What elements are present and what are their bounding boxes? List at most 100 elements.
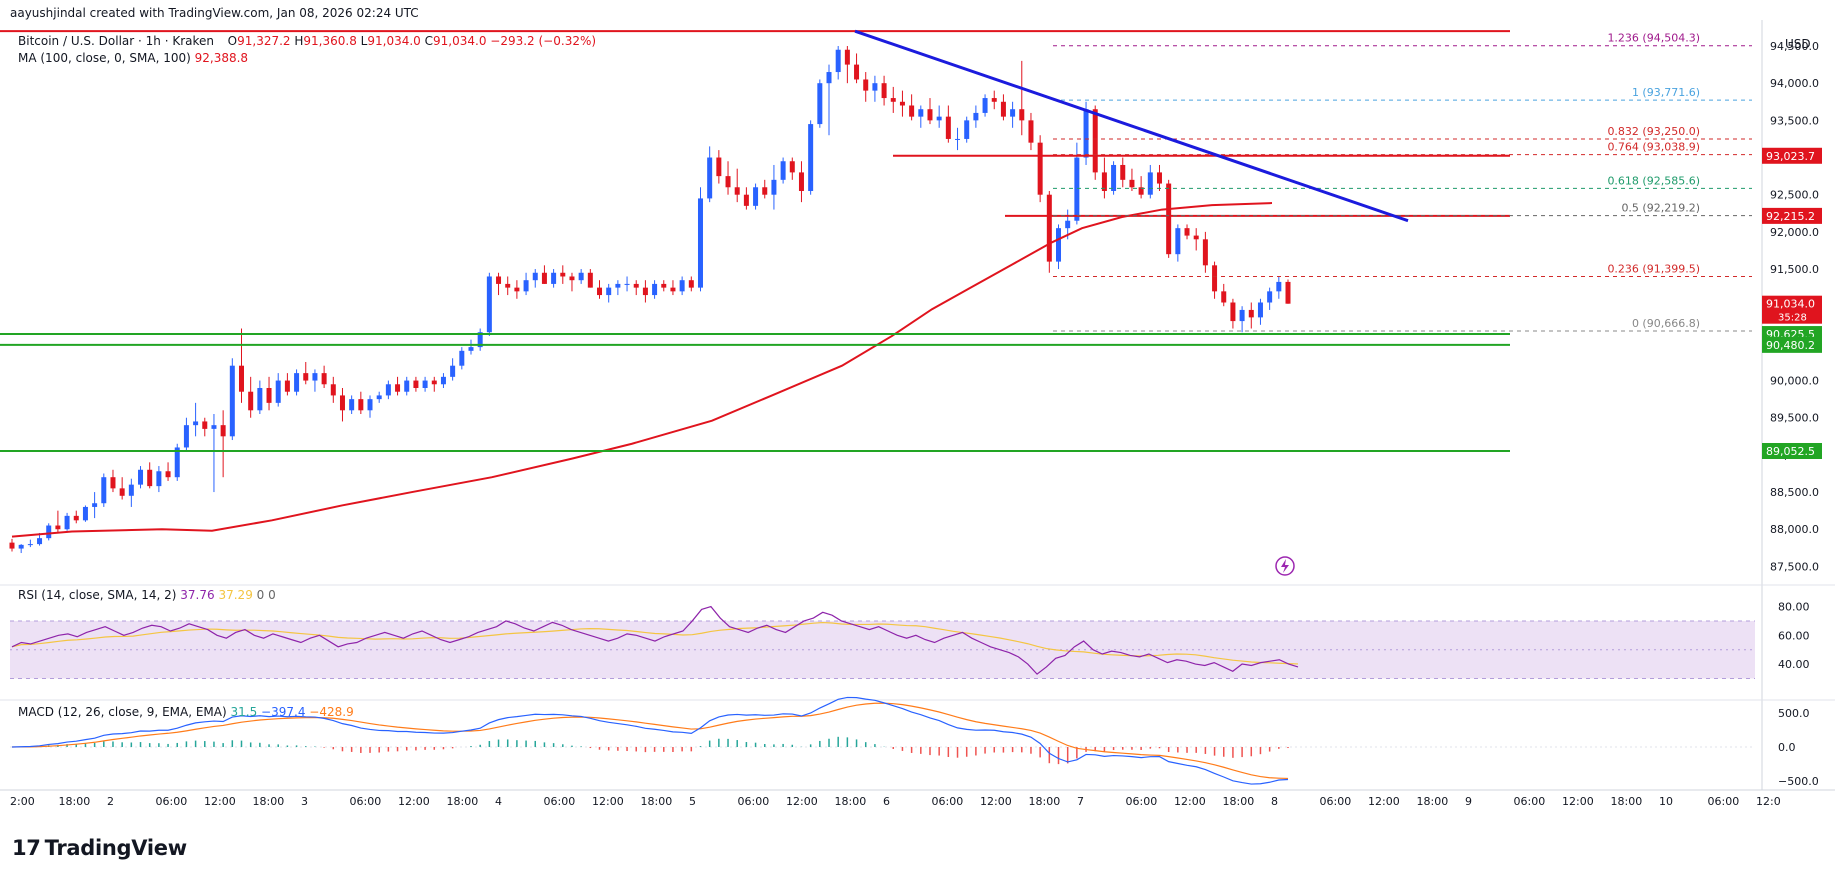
- rsi-header[interactable]: RSI (14, close, SMA, 14, 2) 37.76 37.29 …: [18, 588, 276, 602]
- fib-label: 0.5 (92,219.2): [1621, 202, 1700, 215]
- candle: [496, 272, 502, 296]
- candle-body: [220, 425, 226, 437]
- candle-body: [1010, 109, 1016, 117]
- candle-body: [330, 384, 336, 396]
- candle: [1028, 112, 1034, 151]
- ma100-line[interactable]: [11, 202, 1273, 538]
- time-tick-label: 10: [1659, 795, 1673, 808]
- trendline[interactable]: [854, 29, 1409, 223]
- candle: [1138, 176, 1144, 199]
- candle: [147, 462, 153, 489]
- tradingview-logo[interactable]: 17 TradingView: [12, 836, 187, 860]
- macd-signal-line[interactable]: [11, 702, 1289, 780]
- ohlc-high: 91,360.8: [303, 34, 357, 48]
- time-tick-label: 06:00: [544, 795, 576, 808]
- candle-body: [477, 332, 483, 348]
- rsi-line[interactable]: [11, 605, 1299, 675]
- ma-header[interactable]: MA (100, close, 0, SMA, 100) 92,388.8: [18, 51, 248, 65]
- candle-body: [73, 515, 79, 521]
- candle: [1212, 261, 1218, 299]
- rsi-ma-line[interactable]: [11, 621, 1299, 665]
- fib-label: 1 (93,771.6): [1632, 86, 1700, 99]
- macd-line-value: −397.4: [261, 705, 306, 719]
- candle: [679, 276, 685, 296]
- candle-body: [1120, 164, 1126, 180]
- fib-label: 0 (90,666.8): [1632, 317, 1700, 330]
- candle-body: [1074, 157, 1080, 221]
- candle: [358, 391, 364, 415]
- candle: [890, 86, 896, 113]
- current-price-tag: [1762, 295, 1822, 324]
- time-tick-label: 6: [883, 795, 890, 808]
- level-tag: [1762, 147, 1822, 164]
- rsi-extra1: 0: [256, 588, 265, 602]
- candle: [1010, 101, 1016, 128]
- candle-body: [312, 373, 318, 381]
- candle-body: [1147, 172, 1153, 195]
- candle-body: [541, 272, 547, 284]
- candle-body: [551, 272, 557, 284]
- candle: [330, 376, 336, 403]
- candle-body: [27, 544, 33, 546]
- time-tick-label: 12:00: [1368, 795, 1400, 808]
- price-tick-label: 89,500.0: [1770, 412, 1819, 425]
- candle-body: [945, 116, 951, 139]
- candle-body: [688, 280, 694, 288]
- candle: [945, 105, 951, 143]
- lightning-icon-bolt: [1281, 559, 1289, 573]
- candle-body: [459, 350, 465, 366]
- candle: [817, 79, 823, 128]
- macd-header[interactable]: MACD (12, 26, close, 9, EMA, EMA) 31.5 −…: [18, 705, 354, 719]
- candle-body: [413, 380, 419, 388]
- candle-body: [523, 280, 529, 292]
- candle-body: [1184, 228, 1190, 236]
- macd-tick-label: 500.0: [1778, 707, 1810, 720]
- ma-label: MA (100, close, 0, SMA, 100): [18, 51, 191, 65]
- fibonacci[interactable]: 1.236 (94,504.3) 1 (93,771.6) 0.832 (93,25…: [1053, 32, 1752, 332]
- candle-body: [55, 525, 61, 530]
- candle-body: [652, 283, 658, 296]
- candle-body: [385, 384, 391, 396]
- symbol-name[interactable]: Bitcoin / U.S. Dollar · 1h · Kraken: [18, 34, 214, 48]
- candle: [1056, 224, 1062, 270]
- candle: [762, 179, 768, 199]
- candle: [275, 373, 281, 407]
- candle: [1267, 287, 1273, 310]
- candle-body: [110, 477, 116, 489]
- ohlc-high-label: H: [294, 34, 304, 48]
- candle: [1019, 60, 1025, 136]
- candle-body: [1156, 172, 1162, 184]
- candle: [569, 272, 575, 292]
- macd-line[interactable]: [11, 696, 1289, 785]
- ohlc-low-label: L: [360, 34, 368, 48]
- lightning-icon[interactable]: [1275, 556, 1295, 576]
- time-tick-label: 18:00: [835, 795, 867, 808]
- candle-body: [1028, 120, 1034, 143]
- candle: [1248, 302, 1254, 329]
- candle: [1257, 298, 1263, 325]
- candle: [183, 417, 189, 452]
- candle-body: [211, 425, 217, 429]
- time-tick-label: 12:00: [980, 795, 1012, 808]
- candle-body: [679, 280, 685, 292]
- candle-body: [514, 287, 520, 292]
- current-price-label: 91,034.0: [1766, 298, 1815, 311]
- candle-body: [1019, 109, 1025, 121]
- fib-label: 1.236 (94,504.3): [1607, 32, 1700, 45]
- time-axis[interactable]: 2:00 18:00 2 06:00 12:00 18:00 3 06:00 12:00 18:0…: [10, 795, 1781, 808]
- candle-body: [964, 120, 970, 139]
- candle-body: [762, 187, 768, 195]
- candle: [404, 376, 410, 396]
- candle: [697, 187, 703, 292]
- candle-body: [1056, 228, 1062, 262]
- candle-body: [1092, 109, 1098, 173]
- price-tick-label: 88,000.0: [1770, 523, 1819, 536]
- candle: [1230, 298, 1236, 329]
- ohlc-close-label: C: [424, 34, 434, 48]
- candle-body: [707, 157, 713, 199]
- candle-body: [899, 101, 905, 106]
- price-tick-label: 92,000.0: [1770, 226, 1819, 239]
- candle-body: [37, 538, 43, 545]
- rsi-tick-label: 60.00: [1778, 629, 1810, 642]
- candle: [1193, 228, 1199, 251]
